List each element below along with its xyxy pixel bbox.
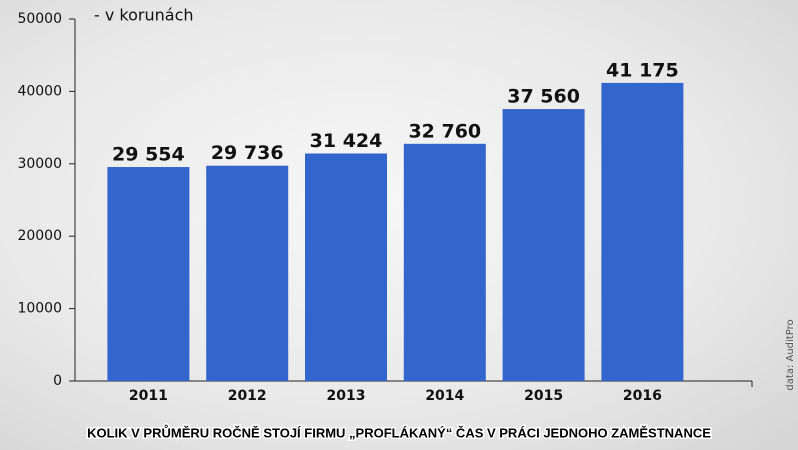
bar (107, 167, 190, 381)
x-tick-label: 2013 (327, 388, 366, 404)
x-tick-label: 2015 (524, 388, 563, 404)
x-tick-label: 2011 (129, 388, 168, 404)
y-tick-label: 10000 (17, 301, 62, 317)
value-label: 37 560 (507, 86, 580, 108)
y-tick-label: 20000 (17, 228, 62, 244)
bar (305, 153, 387, 381)
bar (206, 165, 289, 381)
y-tick-label: 50000 (17, 11, 62, 27)
value-label: 29 554 (112, 144, 185, 166)
bar (502, 109, 585, 381)
x-tick-label: 2014 (425, 388, 464, 404)
bar (601, 82, 684, 381)
x-tick-label: 2012 (228, 388, 267, 404)
chart-title: KOLIK V PRŮMĚRU ROČNĚ STOJÍ FIRMU „PROFL… (87, 424, 711, 440)
unit-label: - v korunách (94, 6, 194, 25)
y-tick-label: 30000 (17, 156, 62, 172)
value-label: 29 736 (211, 142, 284, 164)
bar (403, 143, 486, 381)
x-tick-label: 2016 (623, 388, 662, 404)
value-label: 41 175 (606, 59, 679, 81)
source: data: AuditPro (785, 319, 796, 390)
value-label: 32 760 (408, 120, 481, 142)
value-label: 31 424 (310, 130, 383, 152)
y-tick-label: 0 (53, 373, 62, 389)
y-tick-label: 40000 (17, 83, 62, 99)
